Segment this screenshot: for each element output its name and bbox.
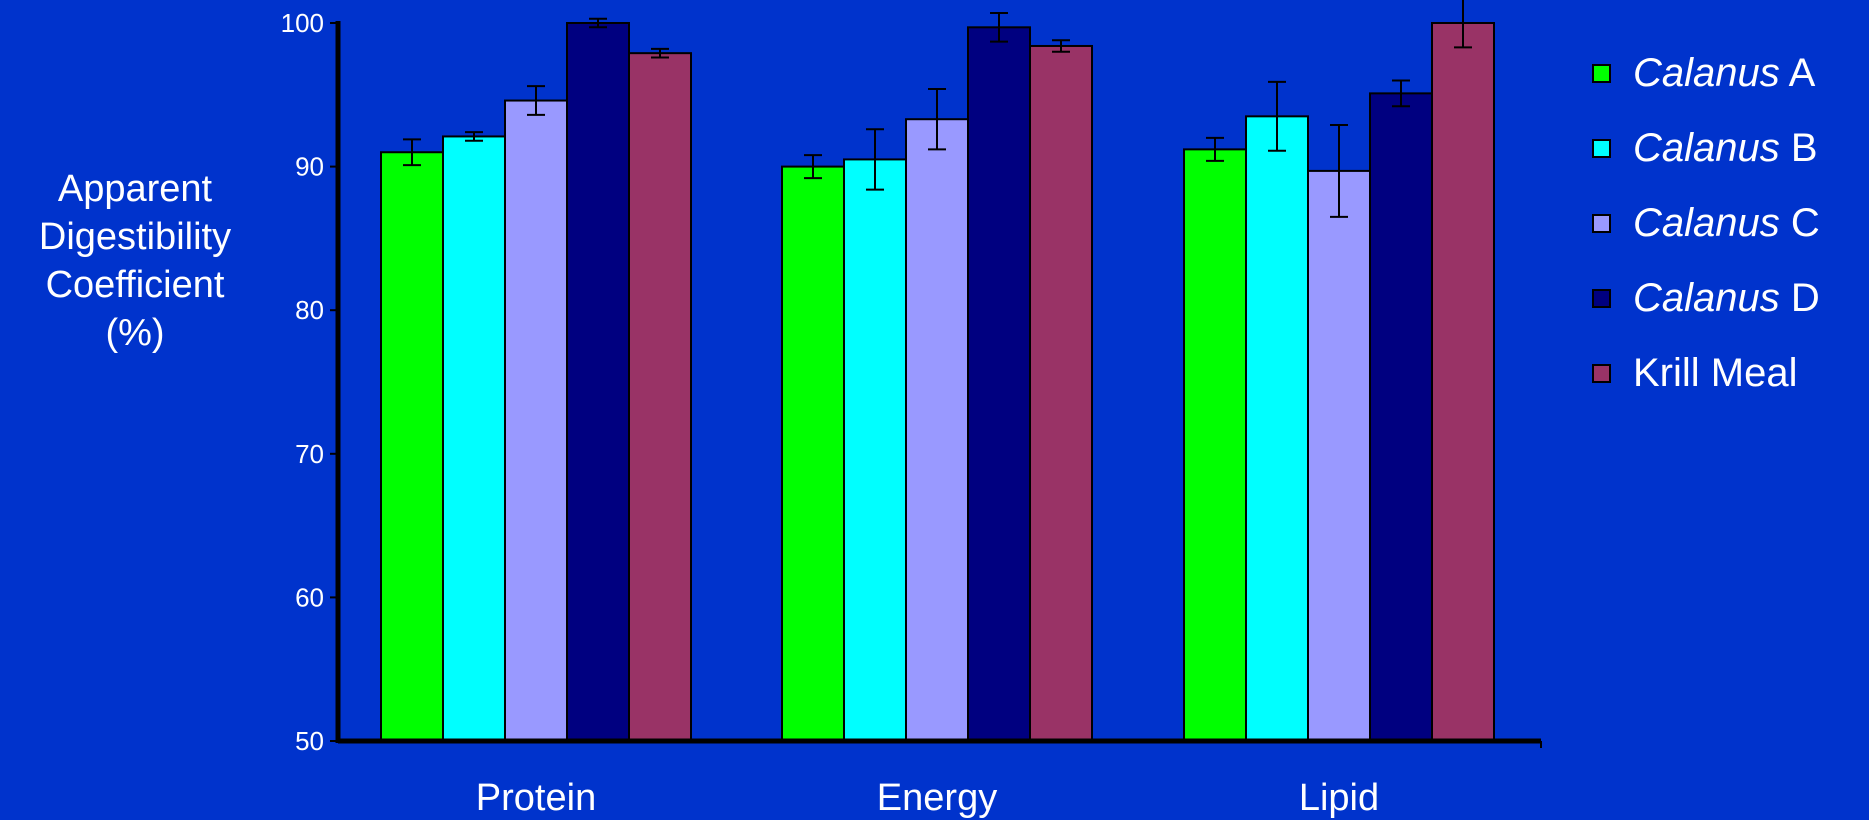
- bar: [1307, 169, 1371, 742]
- y-tick-label: 100: [281, 8, 324, 38]
- legend-label: Krill Meal: [1633, 351, 1797, 396]
- legend-label-italic: Calanus: [1633, 201, 1780, 245]
- x-tick-label: Protein: [476, 777, 596, 819]
- legend-label-rest: B: [1779, 126, 1818, 170]
- bar: [380, 151, 444, 743]
- bar: [781, 165, 845, 743]
- legend: Calanus A Calanus B Calanus C Calanus D …: [1592, 36, 1869, 411]
- bar: [1029, 44, 1093, 742]
- bar: [905, 118, 969, 743]
- legend-label-rest: Krill Meal: [1633, 351, 1798, 395]
- legend-swatch: [1592, 364, 1611, 383]
- x-tick-label: Lipid: [1299, 777, 1379, 819]
- y-tick-label: 70: [295, 439, 324, 469]
- bar: [967, 26, 1031, 743]
- bar: [1183, 148, 1247, 743]
- legend-label-italic: Calanus: [1633, 126, 1780, 170]
- bar: [1431, 22, 1495, 742]
- legend-swatch: [1592, 289, 1611, 308]
- y-tick-label: 50: [295, 726, 324, 756]
- y-axis-title-line: Apparent: [57, 168, 213, 210]
- bar: [566, 22, 630, 742]
- legend-item: Calanus A: [1592, 36, 1869, 111]
- legend-label: Calanus A: [1633, 51, 1815, 96]
- y-axis-title-line: (%): [105, 312, 165, 354]
- y-axis-title: Apparent Digestibility Coefficient (%): [0, 165, 270, 357]
- legend-swatch: [1592, 64, 1611, 83]
- legend-label-italic: Calanus: [1633, 276, 1780, 320]
- legend-label: Calanus C: [1633, 201, 1820, 246]
- legend-swatch: [1592, 139, 1611, 158]
- legend-item: Krill Meal: [1592, 336, 1869, 411]
- legend-label: Calanus B: [1633, 126, 1818, 171]
- legend-label-rest: C: [1779, 201, 1820, 245]
- y-tick-label: 90: [295, 152, 324, 182]
- legend-label-rest: D: [1779, 276, 1820, 320]
- legend-item: Calanus C: [1592, 186, 1869, 261]
- legend-swatch: [1592, 214, 1611, 233]
- y-axis-title-line: Digestibility: [38, 216, 232, 258]
- y-tick-label: 80: [295, 295, 324, 325]
- bar: [1369, 92, 1433, 742]
- bar: [628, 52, 692, 742]
- y-tick-label: 60: [295, 582, 324, 612]
- x-tick-label: Energy: [877, 777, 997, 819]
- bar: [442, 135, 506, 743]
- legend-label: Calanus D: [1633, 276, 1820, 321]
- bar: [504, 99, 568, 742]
- legend-label-rest: A: [1779, 51, 1816, 95]
- y-axis-title-line: Coefficient: [45, 264, 225, 306]
- legend-item: Calanus D: [1592, 261, 1869, 336]
- bar: [843, 158, 907, 743]
- bar: [1245, 115, 1309, 742]
- legend-label-italic: Calanus: [1633, 51, 1780, 95]
- legend-item: Calanus B: [1592, 111, 1869, 186]
